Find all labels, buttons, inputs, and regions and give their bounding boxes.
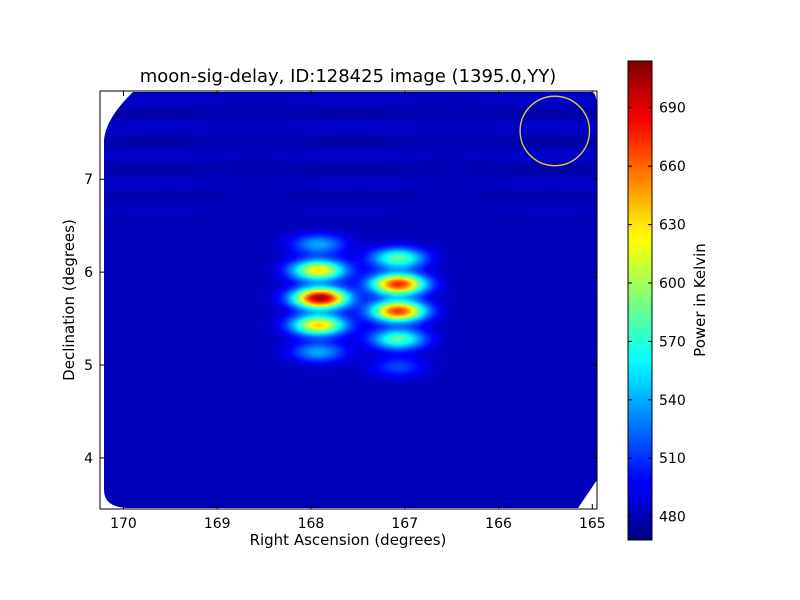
colorbar-tick-label: 660: [659, 159, 686, 175]
y-tick-label: 5: [84, 358, 93, 374]
colorbar-tick-label: 690: [659, 101, 686, 117]
colorbar-tick-label: 480: [659, 510, 686, 526]
x-tick-label: 168: [298, 516, 325, 532]
chart-title: moon-sig-delay, ID:128425 image (1395.0,…: [140, 66, 557, 87]
x-axis-label: Right Ascension (degrees): [250, 531, 447, 549]
colorbar-ticks: 480 510 540 570 600 630 660 690: [628, 101, 686, 526]
colorbar-tick-label: 540: [659, 393, 686, 409]
colorbar-tick-label: 600: [659, 276, 686, 292]
x-tick-label: 169: [204, 516, 231, 532]
y-tick-label: 4: [84, 451, 93, 467]
plot-area: 170 169 168 167 166 165 4 5 6 7: [84, 90, 606, 532]
x-tick-label: 166: [485, 516, 512, 532]
colorbar-tick-label: 510: [659, 451, 686, 467]
colorbar-tick-label: 630: [659, 218, 686, 234]
x-axis-ticks: 170 169 168 167 166 165: [110, 91, 606, 532]
x-tick-label: 167: [391, 516, 418, 532]
y-tick-label: 7: [84, 172, 93, 188]
y-tick-label: 6: [84, 265, 93, 281]
colorbar: 480 510 540 570 600 630 660 690 Power in Kelvin: [627, 60, 709, 541]
x-tick-label: 170: [110, 516, 137, 532]
colorbar-bar: [627, 60, 653, 541]
y-axis-label: Declination (degrees): [60, 219, 78, 381]
y-axis-ticks: 4 5 6 7: [84, 172, 597, 467]
plot-frame: [99, 90, 598, 510]
colorbar-tick-label: 570: [659, 334, 686, 350]
beam-circle: [519, 95, 591, 167]
colorbar-label: Power in Kelvin: [691, 243, 709, 357]
x-tick-label: 165: [579, 516, 606, 532]
heatmap-image: [104, 92, 597, 508]
